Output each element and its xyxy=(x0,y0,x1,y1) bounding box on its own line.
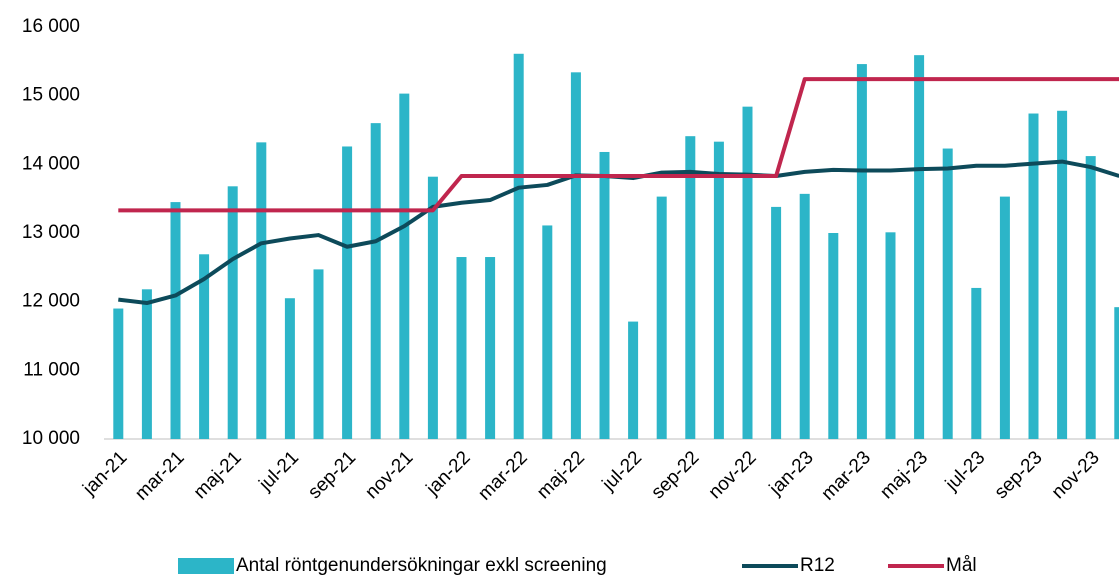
bar xyxy=(1114,307,1119,439)
x-tick-label: jan-21 xyxy=(78,447,131,500)
bar xyxy=(284,298,295,439)
legend-label: Mål xyxy=(946,555,977,576)
x-tick-label: sep-22 xyxy=(647,447,703,503)
bar xyxy=(513,53,524,439)
y-tick-label: 16 000 xyxy=(22,16,80,37)
bar xyxy=(113,308,124,439)
x-tick-label: jan-23 xyxy=(765,447,818,500)
bar xyxy=(713,141,724,439)
bar xyxy=(256,142,267,440)
x-tick-label: mar-21 xyxy=(131,447,188,504)
bar xyxy=(856,64,867,439)
y-tick-label: 11 000 xyxy=(23,359,80,380)
bar xyxy=(456,257,467,439)
bar xyxy=(427,176,438,439)
bar xyxy=(628,321,639,439)
x-tick-label: nov-23 xyxy=(1048,447,1104,503)
bar xyxy=(141,289,152,439)
bar xyxy=(342,146,353,440)
x-tick-label: jul-21 xyxy=(255,447,303,495)
legend-swatch xyxy=(178,558,234,574)
x-tick-label: mar-23 xyxy=(818,447,875,504)
y-tick-label: 13 000 xyxy=(22,222,80,243)
y-tick-label: 12 000 xyxy=(22,291,80,312)
x-tick-label: jul-22 xyxy=(598,447,646,495)
bar xyxy=(742,106,753,440)
x-tick-label: maj-21 xyxy=(190,447,246,503)
bar xyxy=(599,151,610,439)
bar xyxy=(656,196,667,439)
x-tick-label: nov-22 xyxy=(705,447,761,503)
y-tick-label: 15 000 xyxy=(22,85,80,106)
bar xyxy=(399,93,410,440)
bar xyxy=(313,269,324,439)
bar xyxy=(999,196,1010,439)
x-tick-label: maj-23 xyxy=(876,447,932,503)
y-tick-label: 10 000 xyxy=(22,428,80,449)
bar xyxy=(828,233,839,439)
bar xyxy=(227,186,238,439)
x-tick-label: maj-22 xyxy=(533,447,589,503)
x-tick-label: nov-21 xyxy=(361,447,417,503)
bar xyxy=(771,206,782,439)
bar xyxy=(885,232,896,439)
line-series xyxy=(118,77,1119,213)
bar xyxy=(542,225,553,439)
bar xyxy=(914,55,925,440)
x-tick-label: sep-21 xyxy=(304,447,360,503)
bar xyxy=(799,193,810,439)
legend-label: Antal röntgenundersökningar exkl screeni… xyxy=(236,555,607,576)
bar xyxy=(485,257,496,439)
x-tick-label: jul-23 xyxy=(941,447,989,495)
bar xyxy=(570,72,581,439)
bar xyxy=(1028,113,1039,440)
y-tick-label: 14 000 xyxy=(22,153,80,174)
bar xyxy=(971,287,982,439)
x-tick-label: mar-22 xyxy=(474,447,531,504)
x-tick-label: jan-22 xyxy=(422,447,475,500)
bar xyxy=(170,202,181,439)
bar xyxy=(370,123,381,439)
bar xyxy=(1057,110,1068,440)
x-tick-label: sep-23 xyxy=(991,447,1047,503)
bar xyxy=(685,136,696,439)
bar xyxy=(1085,156,1096,440)
bar xyxy=(942,148,953,440)
legend-label: R12 xyxy=(800,555,835,576)
bar xyxy=(199,254,210,439)
line-series xyxy=(118,159,1119,306)
